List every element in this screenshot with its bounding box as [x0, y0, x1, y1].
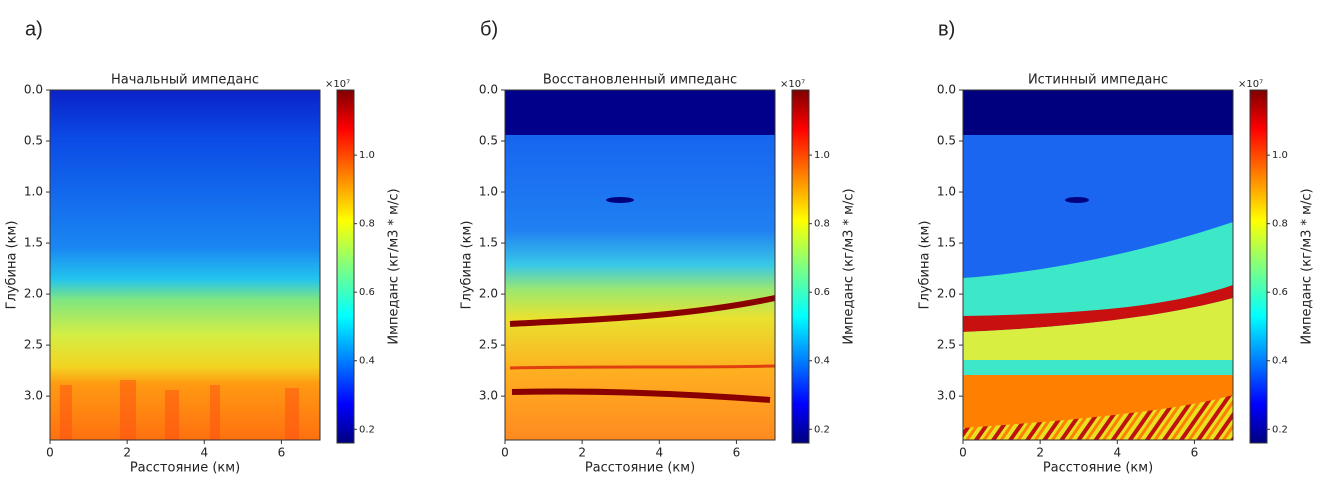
panel-label: в) — [938, 18, 955, 40]
colorbar-tick-label: 0.6 — [359, 287, 375, 298]
y-tick-label: 1.5 — [24, 236, 43, 250]
x-axis-label: Расстояние (км) — [585, 461, 695, 476]
y-tick-label: 2.0 — [24, 287, 43, 301]
colorbar-tick-label: 0.8 — [814, 219, 830, 230]
colorbar-tick-label: 0.8 — [359, 219, 375, 230]
x-tick-label: 2 — [1036, 446, 1044, 460]
y-tick-label: 0.5 — [937, 134, 956, 148]
x-tick-label: 0 — [46, 446, 54, 460]
colorbar-tick-label: 0.4 — [814, 356, 830, 367]
panel-title: Восстановленный импеданс — [543, 73, 737, 88]
panel-title: Начальный импеданс — [111, 73, 259, 88]
y-tick-label: 2.0 — [937, 287, 956, 301]
plot-frame — [962, 89, 1234, 441]
y-tick-label: 1.5 — [479, 236, 498, 250]
x-tick-label: 2 — [578, 446, 586, 460]
colorbar-multiplier: ×10⁷ — [1238, 79, 1263, 90]
y-tick-label: 1.0 — [479, 185, 498, 199]
colorbar-label: Импеданс (кг/м3 * м/с) — [1300, 188, 1315, 344]
y-axis-label: Глубина (км) — [918, 221, 933, 310]
heatmap-image-b — [505, 90, 776, 440]
y-axis-label: Глубина (км) — [460, 221, 475, 310]
plot-frame — [504, 89, 776, 441]
heatmap-image-a — [50, 90, 320, 440]
colorbar — [791, 89, 810, 444]
colorbar-tick-label: 0.4 — [1272, 356, 1288, 367]
y-tick-label: 0.0 — [24, 83, 43, 97]
y-tick-label: 1.5 — [937, 236, 956, 250]
x-tick-label: 6 — [1191, 446, 1199, 460]
colorbar — [336, 89, 355, 444]
x-tick-label: 0 — [959, 446, 967, 460]
colorbar-tick-label: 0.4 — [359, 356, 375, 367]
y-tick-label: 1.0 — [24, 185, 43, 199]
panel-title: Истинный импеданс — [1028, 73, 1168, 88]
x-tick-label: 6 — [278, 446, 286, 460]
y-axis-label: Глубина (км) — [5, 221, 20, 310]
colorbar — [1249, 89, 1268, 444]
x-tick-label: 4 — [200, 446, 208, 460]
x-tick-label: 4 — [1113, 446, 1121, 460]
colorbar-tick-label: 1.0 — [359, 150, 375, 161]
y-tick-label: 2.5 — [24, 338, 43, 352]
colorbar-label: Импеданс (кг/м3 * м/с) — [387, 188, 402, 344]
colorbar-multiplier: ×10⁷ — [780, 79, 805, 90]
colorbar-tick-label: 1.0 — [814, 150, 830, 161]
y-tick-label: 1.0 — [937, 185, 956, 199]
y-tick-label: 3.0 — [479, 389, 498, 403]
y-tick-label: 0.5 — [24, 134, 43, 148]
y-tick-label: 2.5 — [937, 338, 956, 352]
y-tick-label: 2.0 — [479, 287, 498, 301]
colorbar-tick-label: 0.2 — [359, 424, 375, 435]
y-tick-label: 2.5 — [479, 338, 498, 352]
heatmap-image-c — [963, 90, 1233, 440]
x-tick-label: 6 — [733, 446, 741, 460]
x-axis-label: Расстояние (км) — [1043, 461, 1153, 476]
colorbar-tick-label: 0.6 — [814, 287, 830, 298]
y-tick-label: 0.0 — [937, 83, 956, 97]
y-tick-label: 3.0 — [24, 389, 43, 403]
colorbar-tick-label: 0.8 — [1272, 219, 1288, 230]
colorbar-tick-label: 0.6 — [1272, 287, 1288, 298]
colorbar-tick-label: 1.0 — [1272, 150, 1288, 161]
plot-frame — [49, 89, 321, 441]
y-tick-label: 0.0 — [479, 83, 498, 97]
x-tick-label: 2 — [123, 446, 131, 460]
colorbar-tick-label: 0.2 — [1272, 424, 1288, 435]
x-tick-label: 4 — [655, 446, 663, 460]
panel-label: б) — [480, 18, 498, 40]
colorbar-label: Импеданс (кг/м3 * м/с) — [842, 188, 857, 344]
x-axis-label: Расстояние (км) — [130, 461, 240, 476]
y-tick-label: 3.0 — [937, 389, 956, 403]
y-tick-label: 0.5 — [479, 134, 498, 148]
colorbar-multiplier: ×10⁷ — [325, 79, 350, 90]
x-tick-label: 0 — [501, 446, 509, 460]
colorbar-tick-label: 0.2 — [814, 424, 830, 435]
panel-label: а) — [25, 18, 43, 40]
